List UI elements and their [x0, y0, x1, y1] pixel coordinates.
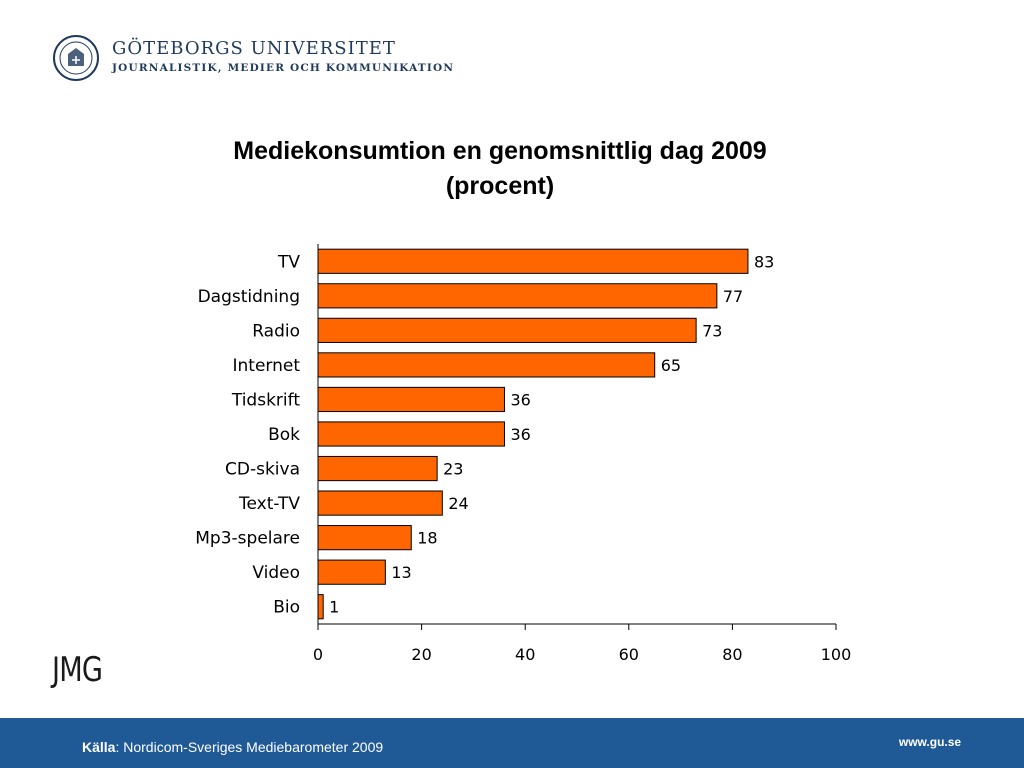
footer-bar: Källa: Nordicom-Sveriges Mediebarometer …: [0, 718, 1024, 768]
bar-internet: [317, 352, 656, 378]
category-label: Bio: [273, 598, 300, 618]
university-seal-icon: [53, 35, 99, 81]
bar-text-tv: [317, 490, 443, 516]
bar-tv: [317, 248, 749, 274]
category-label: CD-skiva: [225, 460, 300, 480]
bar-radio: [317, 317, 697, 343]
data-label: 73: [702, 321, 722, 340]
category-label: Dagstidning: [198, 287, 300, 307]
data-label: 1: [329, 598, 339, 617]
bar-dagstidning: [317, 283, 718, 309]
category-label: Radio: [252, 321, 300, 341]
bar-bio: [317, 594, 324, 620]
data-label: 36: [510, 425, 530, 444]
bar-tidskrift: [317, 386, 505, 413]
source-note: Källa: Nordicom-Sveriges Mediebarometer …: [82, 739, 383, 755]
bar-video: [317, 559, 386, 585]
data-label: 77: [723, 287, 743, 306]
x-tick-label: 0: [313, 645, 323, 664]
data-label: 65: [661, 356, 681, 375]
department-name: JOURNALISTIK, MEDIER OCH KOMMUNIKATION: [112, 62, 455, 74]
data-label: 13: [391, 563, 411, 582]
category-label: Internet: [232, 356, 300, 376]
data-label: 36: [510, 390, 530, 409]
bar-bok: [317, 421, 505, 447]
chart-title-line-2: (procent): [445, 172, 555, 200]
category-label: TV: [277, 252, 300, 272]
data-label: 18: [417, 529, 437, 548]
source-text: : Nordicom-Sveriges Mediebarometer 2009: [115, 739, 384, 755]
data-label: 83: [754, 252, 774, 271]
chart-title: Mediekonsumtion en genomsnittlig dag 200…: [180, 134, 820, 204]
data-label: 24: [448, 494, 468, 513]
website-link[interactable]: www.gu.se: [898, 735, 962, 749]
x-tick-label: 40: [515, 645, 535, 664]
university-name: GÖTEBORGS UNIVERSITET: [112, 38, 396, 59]
x-tick-label: 80: [722, 645, 742, 664]
category-label: Tidskrift: [231, 390, 300, 410]
category-label: Text-TV: [238, 494, 300, 514]
data-label: 23: [443, 460, 463, 479]
x-tick-label: 60: [619, 645, 639, 664]
category-label: Bok: [268, 425, 300, 445]
category-label: Video: [252, 563, 300, 583]
bar-chart: TV 83 Dagstidning 77 Radio 73 Internet 65 Tidskr…: [195, 244, 852, 664]
jmg-logo: JMG: [52, 650, 103, 690]
x-tick-label: 20: [411, 645, 431, 664]
chart-title-line-1: Mediekonsumtion en genomsnittlig dag 200…: [233, 137, 767, 165]
bar-mp3-spelare: [317, 525, 412, 551]
x-tick-label: 100: [821, 645, 852, 664]
source-label: Källa: [82, 739, 116, 755]
bar-cd-skiva: [317, 455, 438, 482]
category-label: Mp3-spelare: [195, 529, 300, 549]
university-header: GÖTEBORGS UNIVERSITET JOURNALISTIK, MEDI…: [52, 34, 492, 84]
